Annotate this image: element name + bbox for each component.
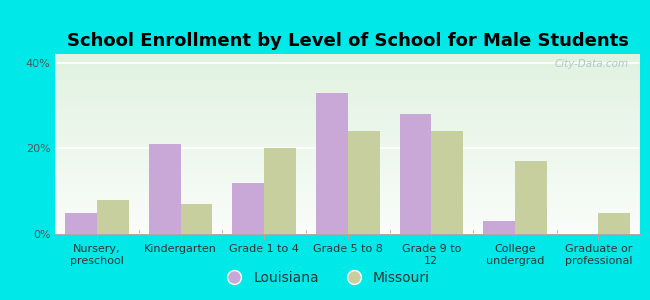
Title: School Enrollment by Level of School for Male Students: School Enrollment by Level of School for… (67, 32, 629, 50)
Bar (65, 213, 97, 234)
Bar (316, 93, 348, 234)
Bar (181, 204, 213, 234)
Bar (599, 213, 630, 234)
Bar (348, 131, 380, 234)
Bar (264, 148, 296, 234)
Bar (233, 183, 264, 234)
Bar (400, 114, 432, 234)
Bar (483, 221, 515, 234)
Text: City-Data.com: City-Data.com (554, 59, 629, 69)
Legend: Louisiana, Missouri: Louisiana, Missouri (214, 265, 436, 290)
Bar (432, 131, 463, 234)
Bar (515, 161, 547, 234)
Bar (149, 144, 181, 234)
Bar (97, 200, 129, 234)
